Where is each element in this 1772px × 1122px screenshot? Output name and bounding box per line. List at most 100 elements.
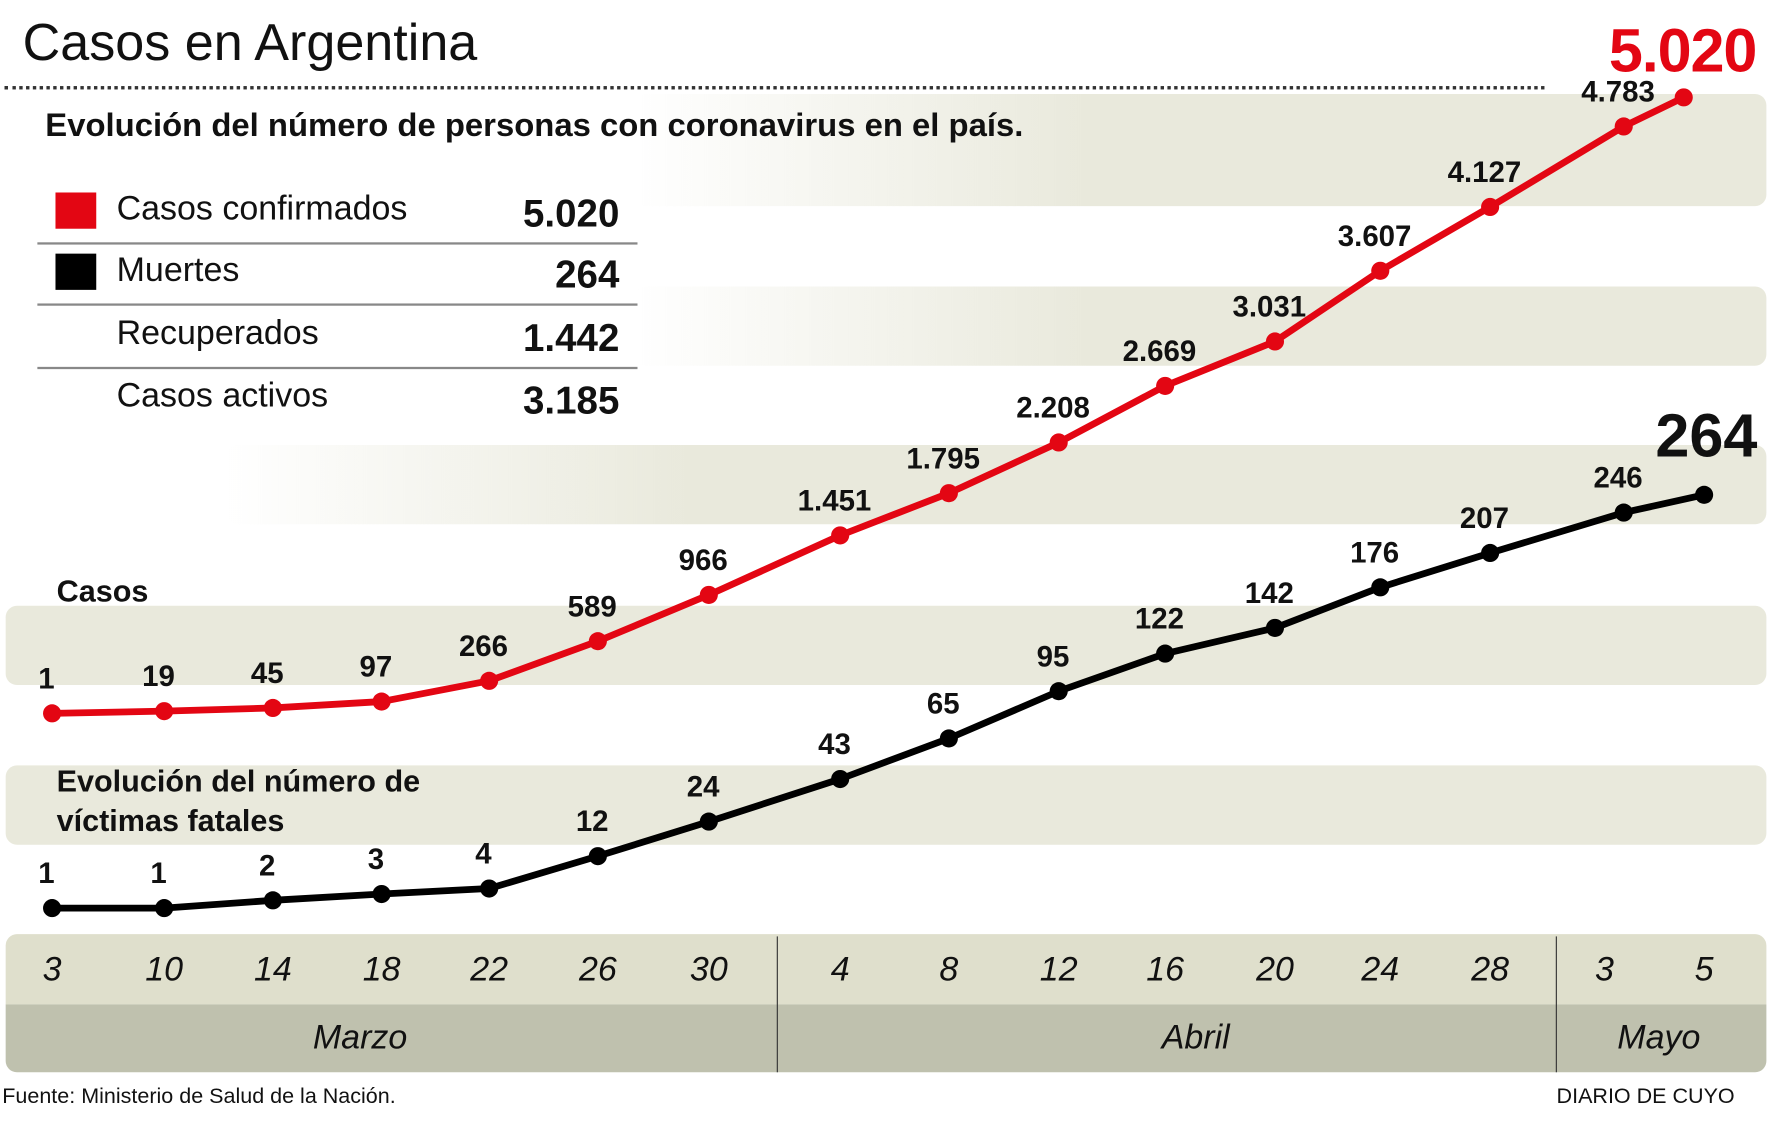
x-tick-label: 22: [470, 951, 509, 989]
x-tick-label: 26: [578, 951, 617, 989]
legend-active: Casos activos 3.185: [37, 370, 637, 429]
deaths-data-label: 3: [368, 843, 384, 876]
legend-value: 1.442: [523, 317, 620, 361]
deaths-data-label: 142: [1245, 577, 1294, 610]
deaths-point: [699, 812, 718, 831]
deaths-point: [1614, 503, 1633, 522]
subtitle: Evolución del número de personas con cor…: [45, 107, 1024, 144]
deaths-data-label: 65: [927, 688, 960, 721]
x-tick-label: 16: [1146, 951, 1185, 989]
deaths-point: [263, 891, 282, 910]
cases-point: [1481, 197, 1500, 217]
cases-point: [831, 526, 850, 545]
black-swatch-icon: [55, 253, 97, 290]
cases-data-label: 3.031: [1232, 291, 1306, 324]
deaths-data-label: 2: [259, 849, 275, 882]
brand-label: DIARIO DE CUYO: [1556, 1084, 1735, 1109]
legend-value: 3.185: [523, 379, 620, 423]
cases-point: [155, 702, 174, 721]
deaths-point: [372, 884, 391, 904]
band: [634, 93, 1767, 207]
cases-data-label: 97: [360, 651, 393, 684]
band: [5, 605, 1767, 686]
deaths-point: [1156, 644, 1175, 663]
deaths-point: [1481, 543, 1500, 563]
band: [634, 286, 1767, 366]
deaths-point: [1049, 682, 1068, 701]
deaths-data-label: 12: [576, 805, 609, 838]
x-tick-label: 12: [1039, 951, 1078, 989]
deaths-data-label: 4: [475, 838, 492, 871]
cases-line: [52, 94, 1686, 717]
deaths-point: [939, 729, 958, 748]
legend-label: Recuperados: [116, 314, 319, 353]
deaths-data-label: 246: [1594, 462, 1643, 495]
total-cases-highlight: 5.020: [1608, 16, 1757, 85]
cases-data-label: 4.783: [1581, 76, 1655, 109]
cases-data-label: 1.451: [798, 484, 872, 517]
legend-label: Muertes: [116, 251, 240, 289]
cases-data-label: 2.669: [1123, 335, 1197, 368]
x-tick-label: 4: [830, 951, 850, 989]
month-label: Abril: [1161, 1019, 1230, 1057]
cases-point: [1265, 332, 1285, 351]
source-note: Fuente: Ministerio de Salud de la Nación…: [2, 1084, 396, 1109]
cases-data-label: 1.795: [906, 442, 980, 475]
deaths-point: [155, 899, 174, 918]
cases-data-label: 266: [459, 630, 508, 663]
deaths-data-label: 43: [818, 728, 851, 761]
cases-data-label: 4.127: [1448, 156, 1522, 189]
x-tick-label: 5: [1694, 951, 1714, 989]
cases-point: [1049, 433, 1068, 452]
cases-point: [1614, 117, 1633, 136]
month-label: Mayo: [1617, 1019, 1701, 1057]
deaths-data-label: 264: [1655, 401, 1757, 469]
x-tick-label: 30: [689, 951, 728, 989]
x-tick-label: 20: [1256, 951, 1294, 989]
x-tick-label: 3: [42, 951, 62, 989]
deaths-data-label: 1: [150, 857, 166, 890]
chart-title: Casos en Argentina: [22, 12, 478, 72]
cases-point: [1371, 261, 1390, 280]
x-tick-label: 14: [253, 951, 292, 989]
cases-point: [1156, 376, 1175, 395]
legend-confirmed: Casos confirmados 5.020: [37, 183, 638, 245]
month-band: [5, 1004, 1767, 1073]
deaths-data-label: 207: [1460, 502, 1509, 535]
cases-point: [1674, 88, 1693, 107]
cases-point: [43, 704, 62, 723]
x-axis-band: [5, 934, 1767, 1005]
month-label: Marzo: [312, 1019, 408, 1057]
deaths-data-label: 1: [38, 857, 54, 890]
legend-label: Casos confirmados: [116, 190, 408, 228]
x-tick-label: 24: [1361, 951, 1400, 989]
legend-label: Casos activos: [116, 377, 329, 415]
legend-value: 264: [555, 253, 620, 297]
month-divider: [776, 936, 778, 1073]
cases-data-label: 2.208: [1016, 392, 1090, 425]
legend-value: 5.020: [523, 192, 620, 236]
deaths-data-label: 24: [687, 771, 720, 804]
x-tick-label: 18: [362, 951, 401, 989]
cases-data-label: 966: [679, 544, 728, 577]
deaths-point: [1371, 578, 1390, 597]
deaths-section-label-1: Evolución del número de: [56, 764, 421, 799]
cases-data-label: 589: [568, 590, 617, 623]
deaths-point: [43, 899, 62, 918]
deaths-data-label: 176: [1350, 536, 1399, 569]
x-tick-label: 10: [145, 951, 184, 989]
month-divider: [1555, 936, 1557, 1073]
x-tick-label: 3: [1595, 951, 1614, 989]
cases-section-label: Casos: [56, 574, 149, 609]
deaths-line: [52, 491, 1705, 912]
legend-deaths: Muertes 264: [37, 245, 638, 306]
cases-point: [588, 632, 607, 651]
deaths-section-label-2: víctimas fatales: [56, 803, 285, 838]
deaths-point: [1695, 485, 1714, 504]
cases-point: [939, 484, 958, 503]
cases-point: [372, 692, 391, 711]
cases-data-label: 3.607: [1338, 220, 1412, 253]
cases-point: [699, 585, 718, 604]
